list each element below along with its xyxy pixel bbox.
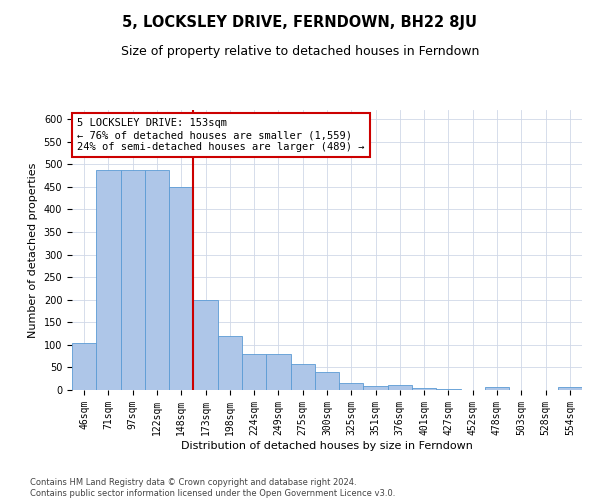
Bar xyxy=(558,388,582,390)
Bar xyxy=(436,389,461,390)
Bar xyxy=(72,344,96,390)
Bar xyxy=(485,388,509,390)
Bar xyxy=(412,388,436,390)
Bar xyxy=(290,364,315,390)
Bar xyxy=(339,383,364,390)
Bar xyxy=(96,170,121,390)
Bar xyxy=(266,354,290,390)
X-axis label: Distribution of detached houses by size in Ferndown: Distribution of detached houses by size … xyxy=(181,440,473,450)
Text: Contains HM Land Registry data © Crown copyright and database right 2024.
Contai: Contains HM Land Registry data © Crown c… xyxy=(30,478,395,498)
Bar xyxy=(388,386,412,390)
Bar xyxy=(364,386,388,390)
Bar xyxy=(315,372,339,390)
Bar xyxy=(121,170,145,390)
Text: 5 LOCKSLEY DRIVE: 153sqm
← 76% of detached houses are smaller (1,559)
24% of sem: 5 LOCKSLEY DRIVE: 153sqm ← 76% of detach… xyxy=(77,118,365,152)
Bar xyxy=(193,300,218,390)
Bar xyxy=(242,354,266,390)
Y-axis label: Number of detached properties: Number of detached properties xyxy=(28,162,38,338)
Bar xyxy=(145,170,169,390)
Bar xyxy=(218,336,242,390)
Bar xyxy=(169,187,193,390)
Text: Size of property relative to detached houses in Ferndown: Size of property relative to detached ho… xyxy=(121,45,479,58)
Text: 5, LOCKSLEY DRIVE, FERNDOWN, BH22 8JU: 5, LOCKSLEY DRIVE, FERNDOWN, BH22 8JU xyxy=(122,15,478,30)
